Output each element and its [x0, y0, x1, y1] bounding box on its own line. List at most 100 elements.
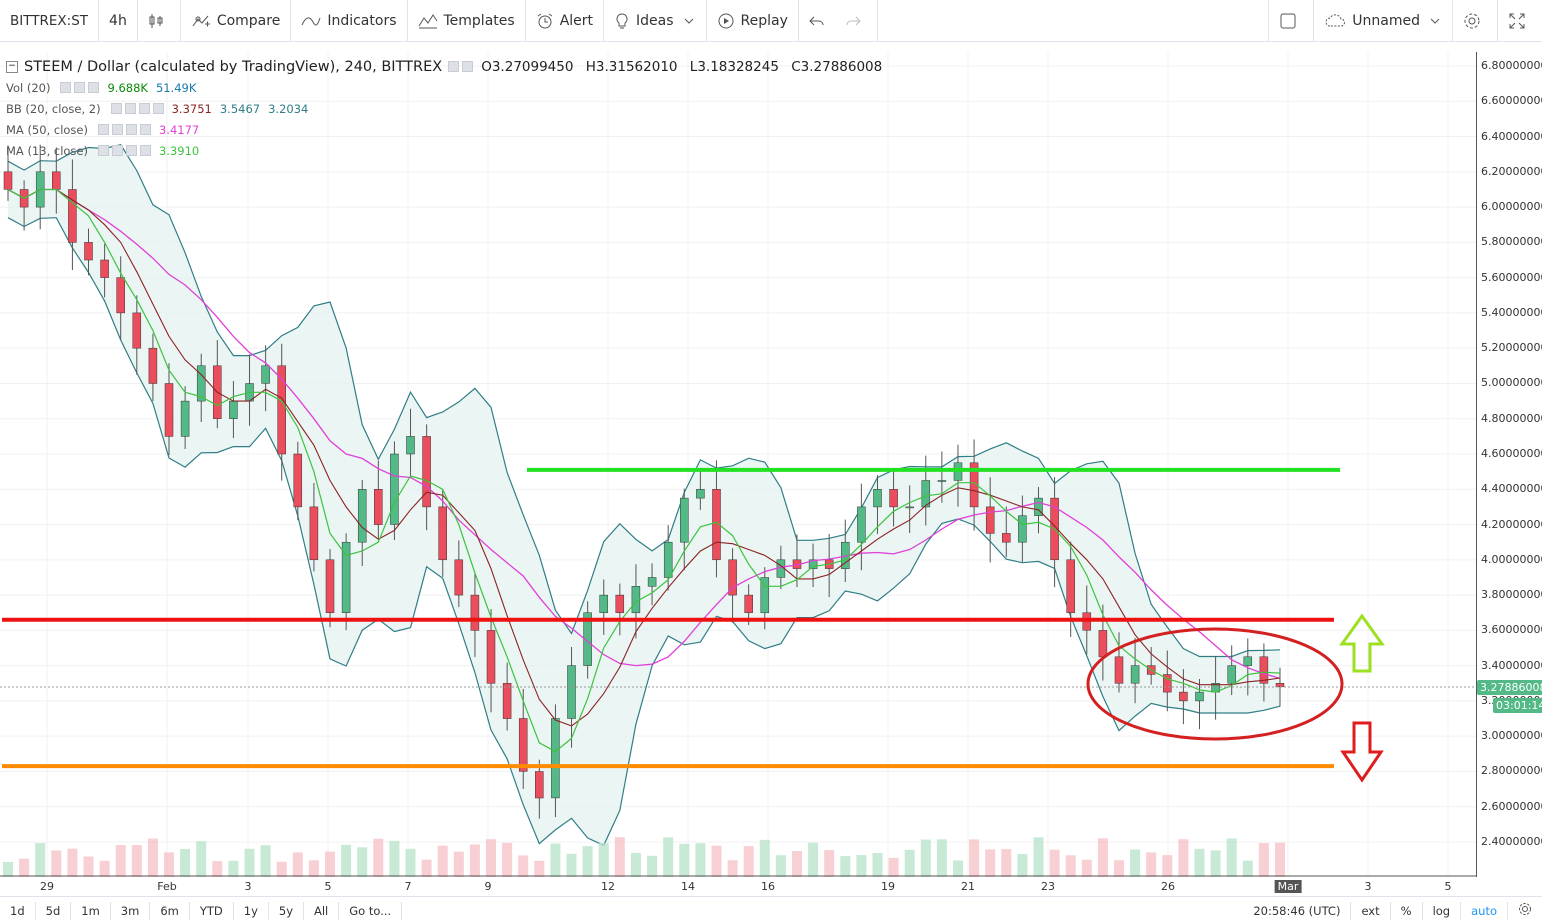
range-6m[interactable]: 6m [150, 901, 190, 920]
candle-body [148, 347, 158, 384]
range-1d[interactable]: 1d [0, 901, 36, 920]
volume-bar [228, 860, 239, 877]
volume-bar [534, 860, 545, 877]
chevron-down-icon [1430, 18, 1440, 24]
eye-icon[interactable] [97, 145, 109, 156]
volume-bar [1017, 854, 1028, 877]
goto-button[interactable]: Go to... [339, 901, 403, 920]
range-5d[interactable]: 5d [36, 901, 72, 920]
collapse-icon[interactable]: − [6, 60, 18, 73]
undo-button[interactable] [799, 0, 835, 42]
x-tick-label: 23 [1041, 880, 1055, 893]
settings-button[interactable] [1508, 902, 1542, 920]
eye-icon[interactable] [60, 82, 72, 93]
y-tick-label: 2.60000000 [1481, 799, 1542, 813]
templates-button[interactable]: Templates [408, 0, 526, 42]
x-tick-label: 19 [881, 880, 895, 893]
volume-bar [1226, 838, 1237, 877]
symbol-search[interactable]: BITTREX:ST [0, 0, 100, 42]
gear-icon[interactable] [124, 103, 136, 114]
candle-body [293, 453, 303, 508]
volume-bar [1178, 839, 1189, 877]
volume-bar [695, 843, 706, 877]
chart-type-button[interactable] [138, 0, 181, 42]
volume-bar [196, 841, 207, 877]
range-all[interactable]: All [304, 901, 340, 920]
interval-button[interactable]: 4h [99, 0, 138, 42]
volume-bar [969, 839, 980, 877]
y-tick-label: 6.20000000 [1481, 164, 1542, 178]
fullscreen-toggle[interactable] [1268, 0, 1315, 42]
candle-body [52, 171, 61, 190]
y-tick-label: 6.60000000 [1481, 94, 1542, 108]
range-1m[interactable]: 1m [71, 901, 111, 920]
expand-button[interactable] [1498, 0, 1542, 42]
candle-body [1114, 656, 1124, 684]
eye-icon[interactable] [448, 61, 460, 72]
volume-bar [808, 842, 819, 877]
plus-icon[interactable] [138, 103, 150, 114]
candle-body [1163, 674, 1172, 693]
candle-body [583, 612, 592, 666]
candles-icon [149, 13, 163, 28]
close-icon[interactable] [152, 103, 164, 114]
bb-lower-value: 3.2034 [268, 101, 309, 116]
replay-button[interactable]: Replay [707, 0, 799, 42]
candle-body [985, 506, 995, 534]
volume-bar [920, 839, 931, 877]
settings-button[interactable] [1453, 0, 1498, 42]
gear-icon[interactable] [111, 124, 123, 135]
gear-icon[interactable] [74, 82, 86, 93]
candle-body [84, 242, 93, 261]
candle-body [921, 480, 931, 508]
x-tick-label: 9 [484, 880, 492, 893]
indicators-button[interactable]: Indicators [291, 0, 408, 42]
redo-button[interactable] [835, 0, 878, 42]
alert-button[interactable]: Alert [526, 0, 605, 42]
auto-toggle[interactable]: auto [1461, 901, 1508, 920]
x-tick-label: 7 [404, 880, 412, 893]
clock-readout[interactable]: 20:58:46 (UTC) [1243, 901, 1352, 920]
volume-bar [147, 838, 158, 877]
y-tick-label: 3.40000000 [1481, 658, 1542, 672]
gear-icon[interactable] [462, 61, 474, 72]
range-3m[interactable]: 3m [111, 901, 151, 920]
volume-bar [904, 849, 915, 877]
ma13-label: MA (13, close) [6, 143, 88, 158]
close-icon[interactable] [139, 124, 151, 135]
ext-toggle[interactable]: ext [1351, 901, 1391, 920]
volume-bar [679, 843, 690, 877]
ideas-button[interactable]: Ideas [604, 0, 707, 42]
range-ytd[interactable]: YTD [190, 901, 234, 920]
candle-body [1018, 515, 1027, 543]
volume-bar [824, 850, 835, 877]
y-tick-label: 5.80000000 [1481, 235, 1542, 249]
bb-basis-value: 3.3751 [171, 101, 212, 116]
candle-body [68, 189, 77, 243]
candle-body [470, 594, 480, 631]
price-axis[interactable]: 6.80000000 6.60000000 6.40000000 6.20000000… [1476, 52, 1542, 877]
candle-body [1195, 691, 1204, 702]
gear-icon[interactable] [111, 145, 123, 156]
compare-button[interactable]: Compare [181, 0, 292, 42]
plus-icon[interactable] [125, 124, 137, 135]
gear-icon [1519, 902, 1531, 915]
candle-body [325, 559, 335, 613]
x-tick-label: 26 [1161, 880, 1175, 893]
chart-legend: − STEEM / Dollar (calculated by TradingV… [6, 56, 882, 161]
countdown-tag: 03:01:14 [1493, 698, 1542, 713]
layout-button[interactable]: Unnamed [1314, 0, 1453, 42]
range-1y[interactable]: 1y [234, 901, 269, 920]
close-icon[interactable] [88, 82, 100, 93]
price-chart[interactable] [0, 52, 1476, 877]
eye-icon[interactable] [110, 103, 122, 114]
eye-icon[interactable] [97, 124, 109, 135]
percent-toggle[interactable]: % [1391, 901, 1423, 920]
candle-body [229, 400, 238, 419]
range-5y[interactable]: 5y [269, 901, 304, 920]
close-icon[interactable] [139, 145, 151, 156]
log-toggle[interactable]: log [1423, 901, 1462, 920]
candle-body [1275, 683, 1285, 688]
plus-icon[interactable] [125, 145, 137, 156]
candle-body [760, 577, 770, 614]
